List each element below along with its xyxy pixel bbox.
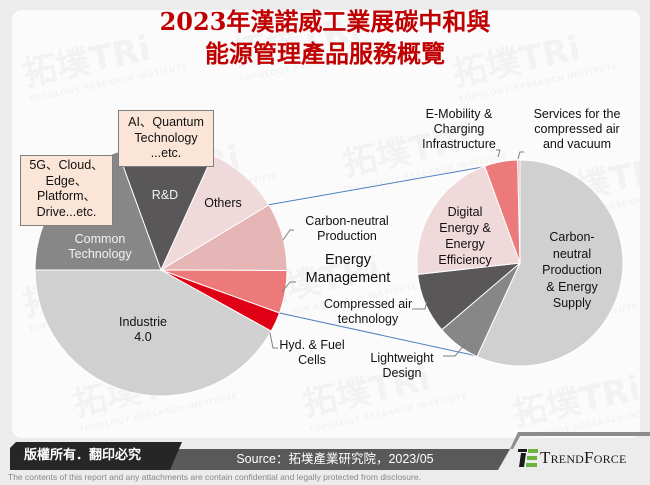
label-line: 4.0	[134, 330, 152, 344]
label-line: Infrastructure	[422, 137, 496, 151]
slice-industrie	[34, 269, 272, 397]
label-line: and vacuum	[542, 137, 612, 151]
label-services-compressed-air: Services for the compressed air and vacu…	[522, 107, 632, 152]
copyright-text: 版權所有．翻印必究	[24, 448, 142, 463]
callout-line: Edge、	[45, 173, 88, 188]
label-line: Energy &	[439, 221, 491, 235]
label-line: Carbon-neutral	[305, 214, 389, 228]
source-text: Source：拓墣產業研究院，2023/05	[236, 452, 434, 466]
label-hyd-fuel-cells: Hyd. & Fuel Cells	[276, 338, 348, 368]
title-line-2: 能源管理產品服務概覽	[205, 39, 445, 68]
label-rd: R&D	[151, 188, 179, 202]
disclaimer-text: The contents of this report and any atta…	[8, 472, 421, 482]
copyright-badge: 版權所有．翻印必究	[10, 442, 182, 470]
trendforce-logo-text: TrendForce	[540, 448, 627, 468]
label-line: Hyd. & Fuel	[279, 338, 345, 352]
leader-lines	[269, 149, 524, 357]
label-line: Cells	[298, 353, 326, 367]
slice-others	[159, 154, 270, 272]
label-line: E-Mobility &	[425, 107, 493, 121]
label-line: Design	[382, 366, 422, 380]
label-line: technology	[337, 312, 399, 326]
label-e-mobility: E-Mobility & Charging Infrastructure	[414, 107, 504, 152]
slice-hyd-fuel-cells	[160, 269, 281, 332]
label-line: Common	[74, 232, 126, 246]
label-energy-management: Energy Management	[296, 251, 400, 287]
label-line: Compressed air	[323, 297, 413, 311]
label-line: Industrie	[119, 315, 167, 329]
label-line: & Energy	[546, 279, 598, 294]
label-line: Energy	[325, 252, 371, 268]
page-title: 2023年漢諾威工業展碳中和與 能源管理產品服務概覽	[0, 6, 650, 70]
label-compressed-air: Compressed air technology	[313, 297, 423, 327]
label-digital-energy: Digital Energy & Energy Efficiency	[425, 204, 505, 268]
label-line: Services for the	[533, 107, 621, 121]
callout-common-technology: 5G、Cloud、 Edge、 Platform、 Drive...etc.	[20, 155, 113, 226]
callout-rd: AI、Quantum Technology ...etc.	[118, 110, 214, 167]
title-line-1: 2023年漢諾威工業展碳中和與	[159, 7, 491, 36]
callout-line: Drive...etc.	[36, 204, 97, 219]
callout-line: 5G、Cloud、	[29, 158, 104, 172]
slice-services-compressed-air	[517, 159, 521, 264]
label-line: Management	[305, 270, 391, 286]
label-others: Others	[204, 196, 242, 210]
label-line: Efficiency	[438, 253, 492, 267]
connector-bottom	[279, 312, 478, 357]
connector-top	[268, 166, 484, 206]
label-line: Charging	[433, 122, 485, 136]
label-carbon-neutral-energy-supply: Carbon- neutral Production & Energy Supp…	[527, 229, 617, 312]
slice-carbon-neutral-production-energy-supply	[476, 159, 624, 367]
label-line: Digital	[447, 205, 483, 219]
label-carbon-neutral-production: Carbon-neutral Production	[297, 214, 397, 244]
label-line: neutral	[552, 246, 592, 261]
label-lightweight-design: Lightweight Design	[362, 351, 442, 381]
callout-line: Technology	[134, 130, 198, 145]
label-line: compressed air	[534, 122, 620, 136]
source-bar: Source：拓墣產業研究院，2023/05	[160, 449, 510, 470]
label-industrie: Industrie 4.0	[108, 315, 178, 345]
brand-name: TrendForce	[540, 448, 627, 467]
callout-line: ...etc.	[150, 146, 182, 160]
trendforce-logo-icon	[518, 449, 538, 467]
label-line: Lightweight	[370, 351, 434, 365]
label-line: Supply	[552, 296, 592, 310]
callout-line: Platform、	[36, 189, 97, 203]
secondary-pie	[416, 159, 624, 367]
label-line: Production	[542, 263, 602, 277]
callout-line: AI、Quantum	[128, 115, 204, 129]
label-line: Carbon-	[549, 230, 595, 244]
label-common-technology: Common Technology	[60, 232, 140, 262]
label-line: Energy	[445, 237, 485, 251]
label-line: Production	[317, 229, 377, 243]
primary-pie	[34, 143, 288, 397]
label-line: Technology	[68, 247, 132, 261]
footer-decoration	[510, 432, 650, 449]
